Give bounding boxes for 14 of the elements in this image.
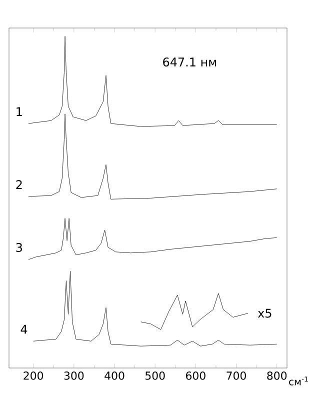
x-axis-title: см$^{-1}$ [289, 376, 308, 386]
x-tick-label: 500 [145, 372, 165, 380]
x-tick-label: 200 [24, 372, 44, 380]
x-tick-label: 600 [186, 372, 206, 380]
annotation: 647.1 нм [163, 57, 216, 67]
annotation: x5 [258, 308, 272, 318]
x-tick-label: 400 [104, 372, 124, 380]
x-tick-label: 800 [267, 372, 287, 380]
series-label: 4 [20, 324, 28, 334]
series-label: 1 [16, 107, 22, 116]
series-label: 2 [16, 180, 22, 189]
x-tick-label: 300 [64, 372, 84, 380]
x-tick-label: 700 [226, 372, 246, 380]
series-label: 3 [16, 242, 22, 252]
